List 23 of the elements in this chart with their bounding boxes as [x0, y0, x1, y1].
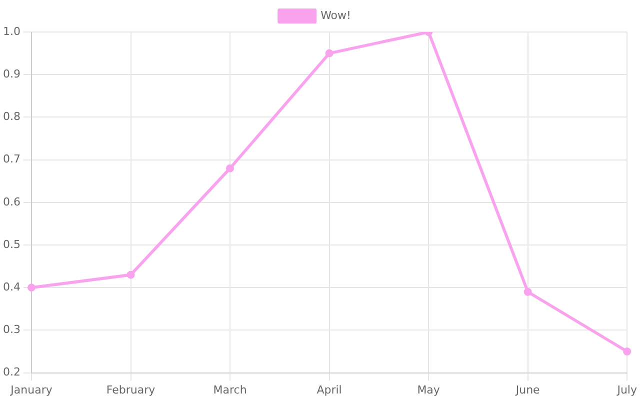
point: [623, 348, 632, 356]
legend-label: Wow!: [320, 8, 351, 22]
point: [226, 164, 234, 172]
point: [126, 270, 135, 279]
point: [27, 284, 36, 292]
y-tick-label: 0.9: [2, 67, 20, 80]
x-tick-label: May: [417, 383, 440, 396]
x-tick-label: April: [316, 383, 342, 396]
y-tick-label: 0.3: [2, 323, 20, 336]
y-tick-label: 0.2: [2, 366, 20, 379]
y-tick-label: 0.6: [2, 195, 20, 208]
y-tick-label: 0.5: [2, 238, 20, 251]
x-tick-label: June: [514, 383, 540, 396]
x-tick-label: January: [10, 383, 53, 396]
y-tick-label: 0.8: [2, 110, 20, 124]
x-tick-label: July: [616, 383, 638, 396]
y-tick-label: 0.7: [2, 152, 20, 166]
point: [325, 49, 334, 58]
x-tick-label: February: [106, 383, 156, 396]
y-tick-label: 0.4: [2, 280, 20, 294]
y-tick-label: 1.0: [2, 24, 20, 38]
point: [524, 288, 532, 296]
x-tick-label: March: [213, 383, 247, 396]
